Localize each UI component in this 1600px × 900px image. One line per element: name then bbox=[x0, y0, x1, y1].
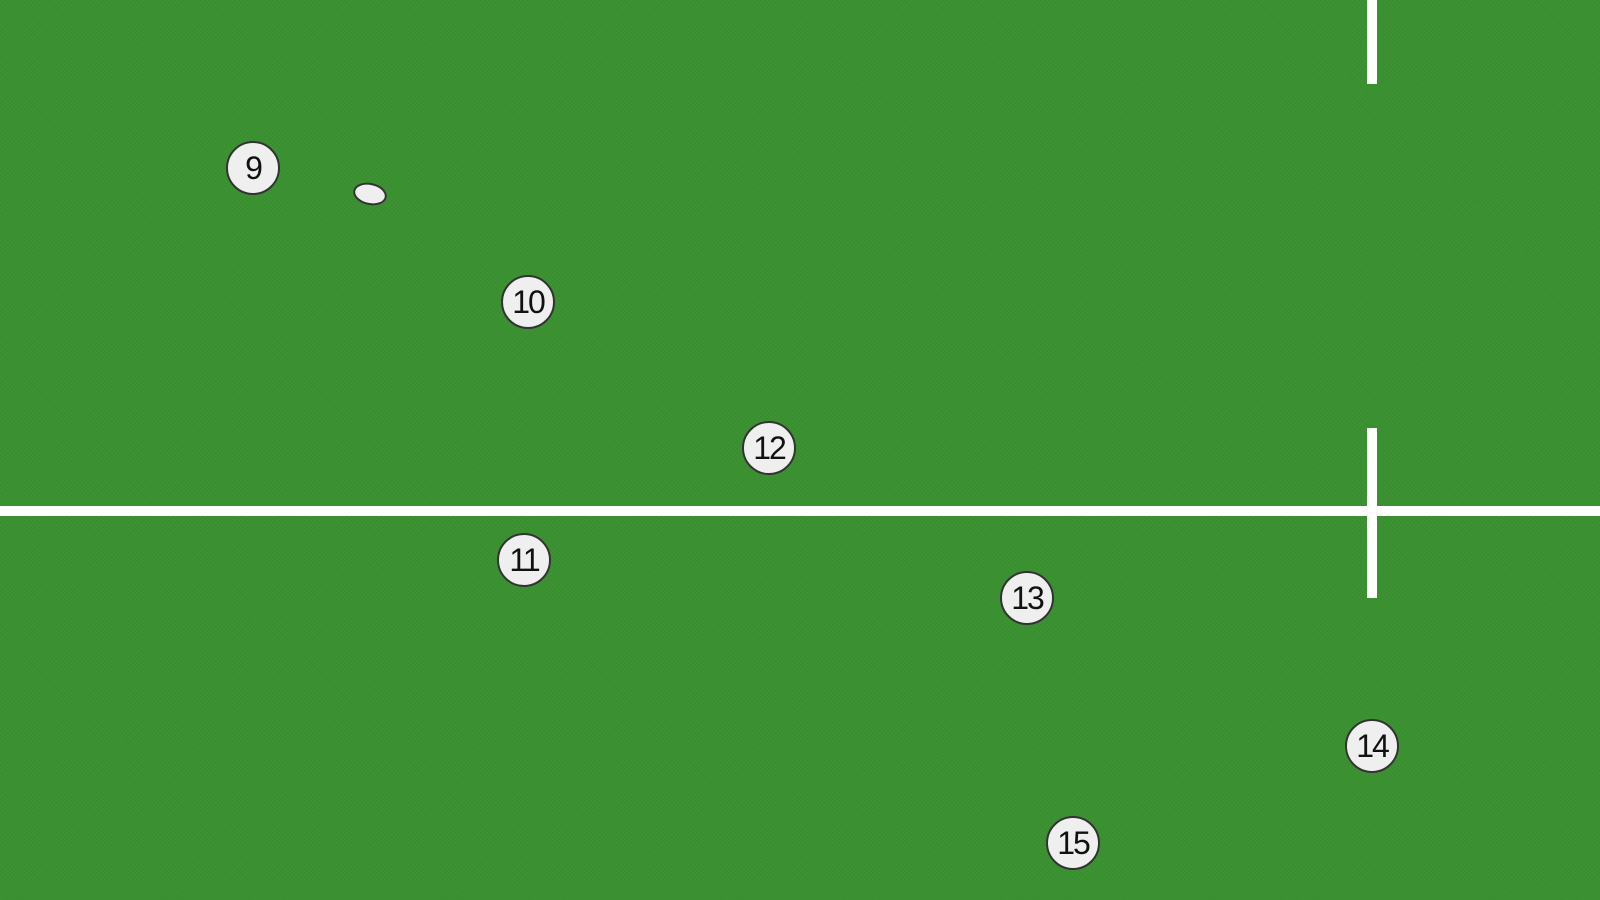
player-marker[interactable]: 11 bbox=[497, 533, 551, 587]
player-marker[interactable]: 10 bbox=[501, 275, 555, 329]
player-marker[interactable]: 13 bbox=[1000, 571, 1054, 625]
pitch-line bbox=[0, 506, 1600, 516]
goal-post-top bbox=[1367, 0, 1377, 84]
player-marker[interactable]: 14 bbox=[1345, 719, 1399, 773]
player-marker[interactable]: 12 bbox=[742, 421, 796, 475]
player-marker[interactable]: 9 bbox=[226, 141, 280, 195]
player-marker[interactable]: 15 bbox=[1046, 816, 1100, 870]
rugby-ball-icon[interactable] bbox=[351, 179, 389, 209]
goal-post-marker bbox=[1367, 428, 1377, 598]
